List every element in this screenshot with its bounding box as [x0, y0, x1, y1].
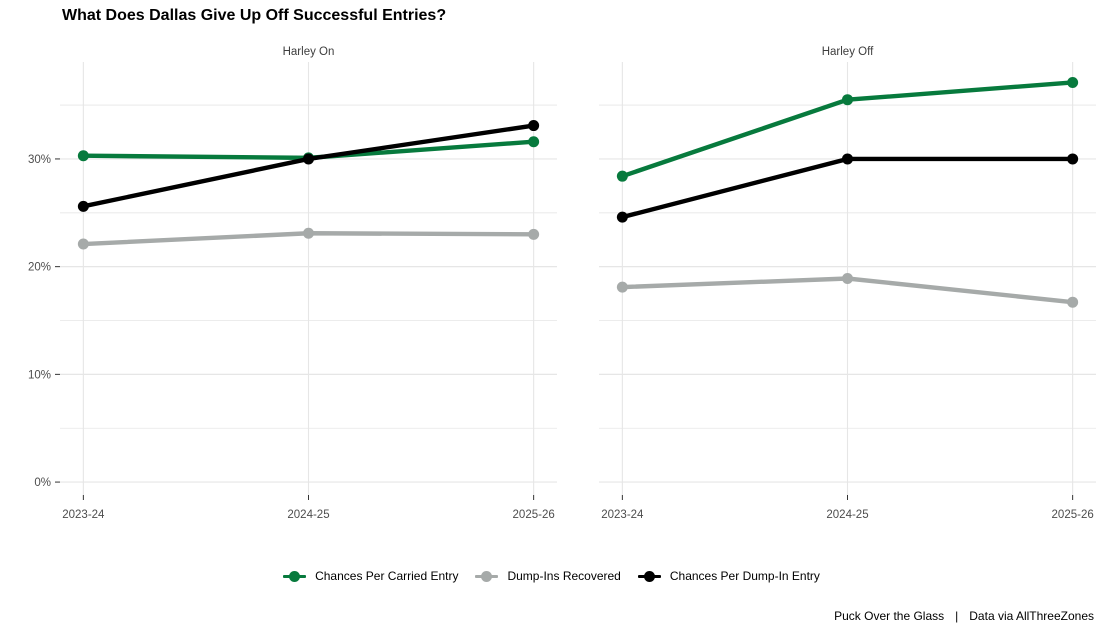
- data-point: [842, 273, 853, 284]
- data-point: [303, 227, 314, 239]
- x-tick-label: 2025-26: [1052, 509, 1094, 521]
- data-point: [77, 200, 89, 212]
- chart-title: What Does Dallas Give Up Off Successful …: [62, 7, 447, 24]
- footer-brand: Puck Over the Glass: [834, 609, 945, 623]
- data-point: [616, 170, 628, 182]
- legend-line-dot-icon: [637, 570, 661, 583]
- footer-divider: |: [955, 609, 959, 623]
- y-tick-label: 10%: [28, 369, 51, 381]
- x-tick-label: 2025-26: [513, 509, 555, 521]
- legend-item-carried-entry: Chances Per Carried Entry: [283, 569, 458, 583]
- data-point: [303, 153, 314, 165]
- y-tick-label: 0%: [34, 477, 51, 489]
- y-tick-label: 20%: [28, 262, 51, 274]
- facet-label: Harley Off: [822, 46, 874, 58]
- legend-item-dumpins-recovered: Dump-Ins Recovered: [475, 569, 621, 583]
- legend: Chances Per Carried Entry Dump-Ins Recov…: [0, 569, 1103, 583]
- data-point: [616, 281, 628, 293]
- legend-line-dot-icon: [283, 570, 307, 583]
- legend-label: Dump-Ins Recovered: [507, 569, 621, 583]
- data-point: [528, 136, 540, 148]
- facet-label: Harley On: [283, 46, 335, 58]
- data-point: [77, 238, 89, 250]
- x-tick-label: 2024-25: [826, 509, 868, 521]
- x-tick-label: 2023-24: [62, 509, 105, 521]
- legend-label: Chances Per Dump-In Entry: [669, 569, 820, 583]
- data-point: [842, 94, 853, 106]
- footer-caption: Puck Over the Glass | Data via AllThreeZon…: [834, 609, 1094, 623]
- data-point: [1067, 153, 1079, 165]
- data-point: [77, 150, 89, 162]
- x-tick-label: 2024-25: [287, 509, 329, 521]
- data-point: [1067, 76, 1079, 88]
- footer-source: Data via AllThreeZones: [969, 609, 1094, 623]
- legend-label: Chances Per Carried Entry: [315, 569, 459, 583]
- data-point: [1067, 296, 1079, 308]
- legend-line-dot-icon: [475, 570, 499, 583]
- plot-area: Harley On 2023-24 2024-25 2025-26 Harley Off…: [28, 46, 1096, 521]
- data-point: [842, 153, 853, 165]
- data-point: [616, 211, 628, 223]
- data-point: [528, 120, 540, 132]
- data-point: [528, 228, 540, 240]
- x-tick-label: 2023-24: [601, 509, 644, 521]
- legend-item-dumpin-entry: Chances Per Dump-In Entry: [637, 569, 820, 583]
- y-tick-label: 30%: [28, 154, 51, 166]
